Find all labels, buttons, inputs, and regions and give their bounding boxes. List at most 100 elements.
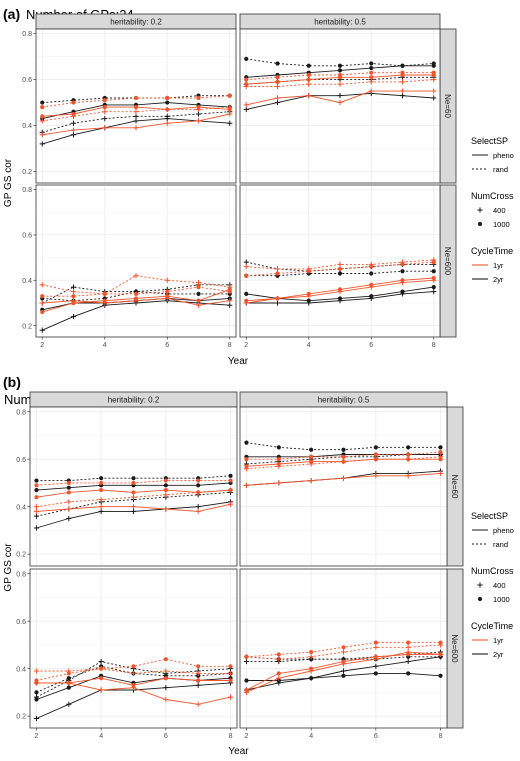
legend-label-2yr: 2yr — [493, 275, 504, 284]
data-point-rand-400-2yr — [243, 658, 250, 665]
data-point-pheno-400-1yr — [195, 508, 201, 515]
data-point-rand-1000-2yr — [196, 291, 201, 296]
figure-a-label: (a) — [3, 6, 21, 22]
panel-border — [239, 28, 441, 184]
data-point-pheno-1000-2yr — [341, 673, 346, 678]
data-point-rand-1000-1yr — [373, 452, 378, 457]
y-tick-label: 0.4 — [16, 504, 26, 511]
data-point-rand-400-1yr — [274, 266, 281, 272]
data-point-pheno-1000-1yr — [163, 487, 168, 493]
data-point-rand-400-2yr — [243, 259, 249, 265]
data-point-rand-400-1yr — [243, 264, 249, 270]
panel-background — [240, 29, 440, 183]
data-point-pheno-400-1yr — [306, 93, 312, 99]
data-point-pheno-400-1yr — [163, 506, 169, 512]
data-point-rand-1000-2yr — [373, 445, 378, 450]
data-point-pheno-1000-2yr — [163, 483, 168, 488]
data-point-pheno-1000-1yr — [34, 495, 39, 500]
data-point-pheno-400-1yr — [243, 102, 249, 108]
facet-strip-label-col-1: heritability: 0.5 — [314, 18, 366, 27]
data-point-rand-400-1yr — [243, 466, 250, 472]
legend-title-cycletime: CycleTime — [471, 621, 513, 631]
data-point-pheno-1000-1yr — [400, 278, 405, 283]
data-point-pheno-400-2yr — [66, 515, 72, 522]
data-point-rand-400-1yr — [195, 279, 202, 286]
data-point-rand-400-2yr — [33, 694, 40, 700]
data-point-rand-1000-1yr — [196, 284, 201, 290]
data-point-rand-1000-1yr — [275, 271, 280, 276]
data-point-pheno-400-1yr — [243, 482, 250, 488]
data-point-rand-1000-1yr — [102, 98, 107, 103]
data-point-rand-1000-1yr — [369, 264, 374, 269]
data-point-rand-1000-2yr — [34, 690, 39, 695]
data-point-rand-400-1yr — [437, 454, 444, 460]
data-point-pheno-1000-2yr — [406, 671, 411, 676]
data-point-rand-400-1yr — [274, 83, 281, 90]
panel-2 — [29, 568, 238, 729]
data-point-pheno-1000-2yr — [337, 296, 343, 301]
data-point-rand-400-1yr — [431, 76, 437, 83]
panel-border — [239, 184, 441, 338]
data-point-rand-1000-1yr — [337, 72, 343, 78]
data-point-rand-400-1yr — [163, 668, 169, 674]
data-point-pheno-1000-1yr — [40, 309, 45, 315]
data-point-rand-1000-1yr — [165, 95, 170, 101]
data-point-rand-1000-1yr — [133, 95, 139, 101]
data-point-pheno-1000-1yr — [133, 105, 139, 110]
chart-b: heritability: 0.2 heritability: 0.5 Ne=60 N… — [3, 391, 514, 757]
legend-label-2yr: 2yr — [493, 650, 504, 659]
data-point-pheno-1000-1yr — [102, 298, 107, 303]
data-point-pheno-400-2yr — [274, 99, 281, 106]
legend-key-cross-1000 — [477, 221, 483, 227]
data-point-rand-400-1yr — [373, 456, 379, 462]
legend-title-cycletime: CycleTime — [471, 246, 513, 256]
data-point-rand-1000-1yr — [34, 483, 39, 488]
data-point-rand-1000-1yr — [163, 657, 168, 662]
data-point-pheno-400-1yr — [70, 127, 77, 133]
data-point-rand-400-1yr — [33, 668, 40, 674]
data-point-pheno-400-1yr — [66, 506, 72, 512]
data-point-pheno-1000-1yr — [102, 105, 107, 110]
y-tick-label: 0.2 — [16, 552, 26, 559]
data-point-pheno-1000-2yr — [165, 100, 170, 105]
data-point-rand-1000-1yr — [71, 294, 76, 299]
data-point-pheno-1000-2yr — [337, 68, 343, 73]
data-point-rand-1000-1yr — [431, 260, 436, 265]
data-point-pheno-400-1yr — [195, 701, 201, 707]
data-point-rand-1000-1yr — [196, 95, 201, 101]
data-point-pheno-1000-1yr — [66, 680, 71, 686]
data-point-pheno-1000-1yr — [369, 282, 374, 287]
data-point-rand-1000-2yr — [66, 676, 71, 681]
data-point-rand-1000-1yr — [309, 454, 314, 459]
facet-strip-label-row-0: Ne=60 — [443, 94, 452, 118]
data-point-pheno-1000-1yr — [244, 687, 249, 693]
data-point-rand-1000-2yr — [309, 447, 314, 452]
data-point-rand-1000-2yr — [131, 476, 136, 481]
x-tick-label: 2 — [35, 733, 39, 740]
data-point-pheno-400-2yr — [33, 715, 40, 722]
data-point-pheno-1000-2yr — [66, 485, 71, 490]
data-point-pheno-1000-1yr — [40, 114, 45, 119]
data-point-pheno-400-1yr — [431, 88, 437, 94]
data-point-pheno-1000-1yr — [373, 654, 378, 659]
data-point-rand-1000-1yr — [306, 269, 311, 274]
data-point-pheno-1000-2yr — [369, 65, 374, 71]
x-tick-label: 8 — [229, 733, 233, 740]
data-point-rand-1000-1yr — [369, 70, 374, 75]
data-point-rand-400-2yr — [102, 116, 108, 122]
legend-key-cross-400 — [477, 582, 483, 588]
data-point-pheno-400-2yr — [133, 118, 139, 124]
data-point-rand-400-1yr — [340, 458, 347, 465]
data-point-rand-1000-1yr — [275, 75, 280, 80]
x-tick-label: 2 — [245, 733, 249, 740]
data-point-pheno-400-1yr — [98, 504, 104, 510]
panel-border — [239, 568, 448, 729]
data-point-pheno-400-1yr — [227, 111, 233, 117]
data-point-rand-1000-2yr — [341, 447, 346, 452]
data-point-pheno-400-2yr — [405, 658, 411, 665]
x-tick-label: 4 — [307, 342, 311, 349]
y-tick-label: 0.4 — [16, 666, 26, 673]
data-point-pheno-1000-1yr — [341, 659, 346, 664]
data-point-rand-400-2yr — [70, 284, 77, 290]
data-point-rand-1000-1yr — [99, 480, 104, 486]
